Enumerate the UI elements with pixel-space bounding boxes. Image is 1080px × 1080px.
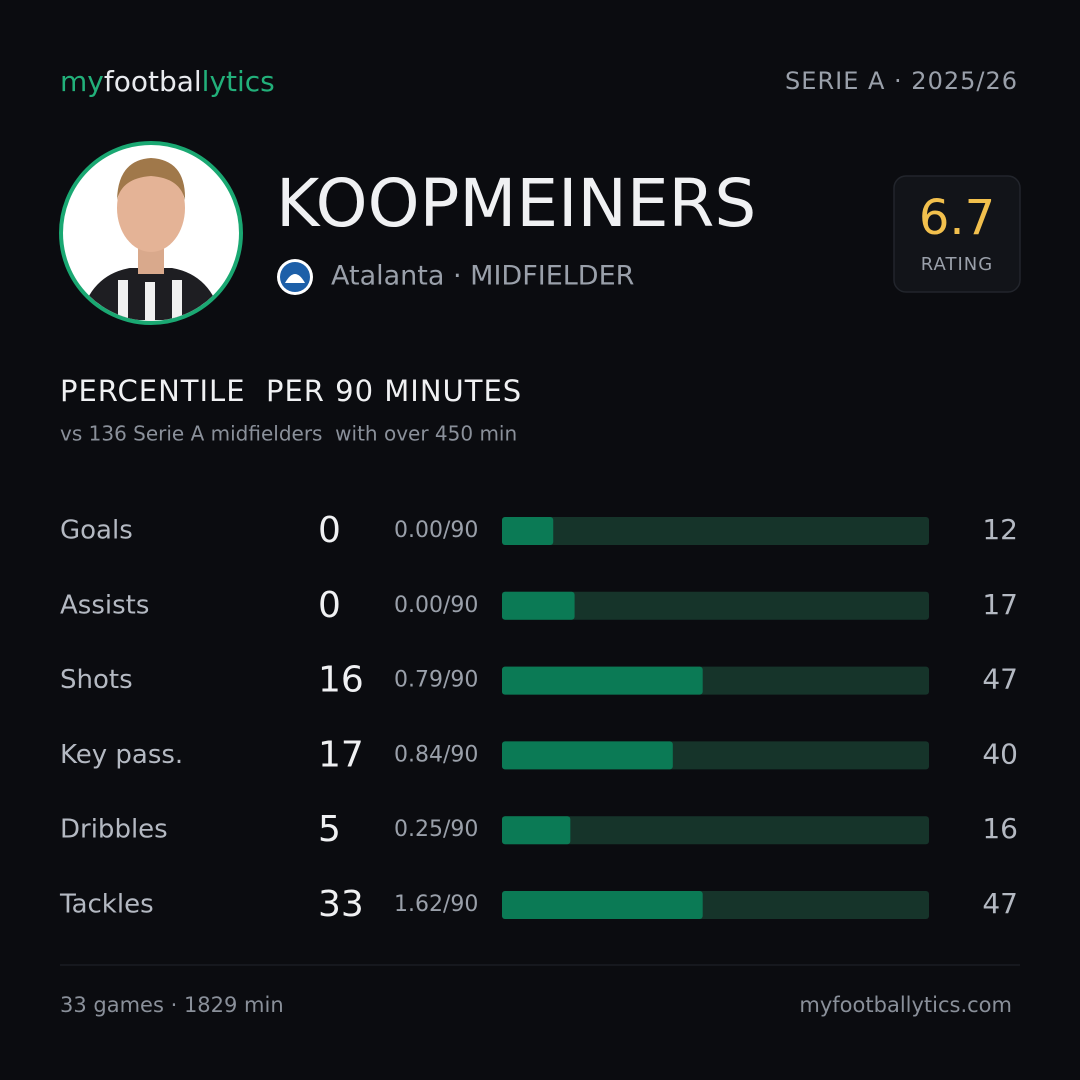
footer-summary: 33 games · 1829 min [60, 993, 284, 1017]
stat-label: Key pass. [60, 740, 183, 770]
stat-per90: 0.00/90 [394, 518, 478, 543]
stat-label: Goals [60, 516, 133, 546]
avatar [59, 141, 243, 325]
stat-percentile: 40 [982, 737, 1018, 770]
section-title: PERCENTILE PER 90 MINUTES [60, 374, 522, 408]
stat-label: Shots [60, 665, 133, 695]
stat-label: Tackles [59, 890, 154, 920]
stat-per90: 0.00/90 [394, 593, 478, 618]
stat-percentile: 17 [982, 588, 1018, 621]
stat-percentile: 12 [982, 513, 1018, 546]
stat-count: 17 [318, 734, 364, 775]
brand: myfootballytics [60, 65, 275, 98]
stat-count: 33 [318, 884, 364, 925]
stat-count: 0 [318, 585, 341, 626]
rating-box [893, 175, 1021, 293]
bar [502, 891, 703, 919]
bar [502, 666, 703, 695]
stat-count: 5 [318, 809, 341, 850]
rating-label: RATING [921, 254, 993, 275]
bar-track [502, 591, 929, 620]
bar [502, 741, 673, 770]
rating: 6.7 [919, 190, 995, 246]
bar [502, 816, 571, 845]
club-role: Atalanta · MIDFIELDER [331, 261, 634, 292]
stat-per90: 0.84/90 [394, 742, 478, 767]
stat-percentile: 16 [982, 812, 1018, 845]
brand-part: my [60, 65, 104, 98]
stat-count: 16 [318, 660, 364, 701]
stat-label: Dribbles [60, 815, 168, 845]
stat-percentile: 47 [982, 887, 1018, 920]
bar-track [502, 517, 929, 545]
brand-part: footbal [104, 65, 202, 98]
footer-site: myfootballytics.com [799, 993, 1012, 1017]
stat-count: 0 [318, 510, 341, 551]
stat-label: Assists [60, 590, 149, 620]
bar-track [502, 816, 929, 845]
stat-per90: 1.62/90 [394, 892, 478, 917]
bar [502, 517, 554, 545]
stat-per90: 0.79/90 [394, 668, 478, 693]
stat-percentile: 47 [982, 663, 1018, 696]
section-subtitle: vs 136 Serie A midfielders with over 450… [60, 422, 517, 446]
stat-per90: 0.25/90 [394, 817, 478, 842]
club-badge [277, 259, 313, 295]
brand-part: lytics [202, 65, 275, 98]
stat-rows: Goals 0 0.00/90 12 Assists 0 0.00/90 17 Shots 16 0… [59, 510, 1018, 925]
league: SERIE A · 2025/26 [785, 67, 1018, 95]
bar [502, 591, 575, 620]
player-name: KOOPMEINERS [276, 165, 756, 242]
